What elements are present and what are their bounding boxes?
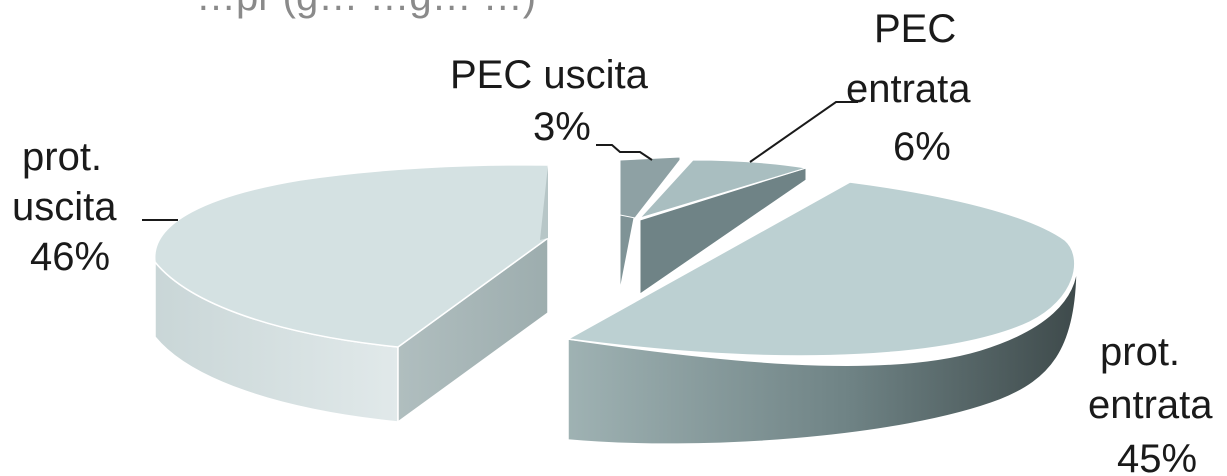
label-pec-entrata-pct: 6% [893,125,951,169]
label-prot-entrata-line1: prot. [1100,330,1180,374]
label-pec-entrata-line2: entrata [846,67,971,111]
slice-pec-uscita-top [619,156,681,219]
slice-pec-entrata [638,159,807,295]
slice-prot-uscita [154,164,549,424]
label-pec-uscita-pct: 3% [533,105,591,149]
label-prot-uscita-pct: 46% [30,235,110,279]
label-pec-entrata-line1: PEC [874,7,956,51]
label-prot-uscita-line1: prot. [22,135,102,179]
label-prot-entrata-pct: 45% [1117,437,1197,476]
slice-prot-entrata [565,181,1078,445]
slice-pec-entrata-top [638,159,807,220]
leader-pec-entrata [749,101,858,163]
slice-prot-entrata-side [567,261,1078,445]
chart-title-partial: …pr (g… …g… …) [196,0,536,19]
slice-prot-entrata-top [565,181,1076,357]
label-prot-entrata-line2: entrata [1088,383,1213,427]
slice-pec-entrata-side [639,167,807,295]
leader-pec-uscita [596,144,653,161]
slice-pec-uscita [619,156,681,291]
label-pec-uscita-line1: PEC uscita [450,53,649,97]
label-prot-uscita-line2: uscita [12,185,117,229]
